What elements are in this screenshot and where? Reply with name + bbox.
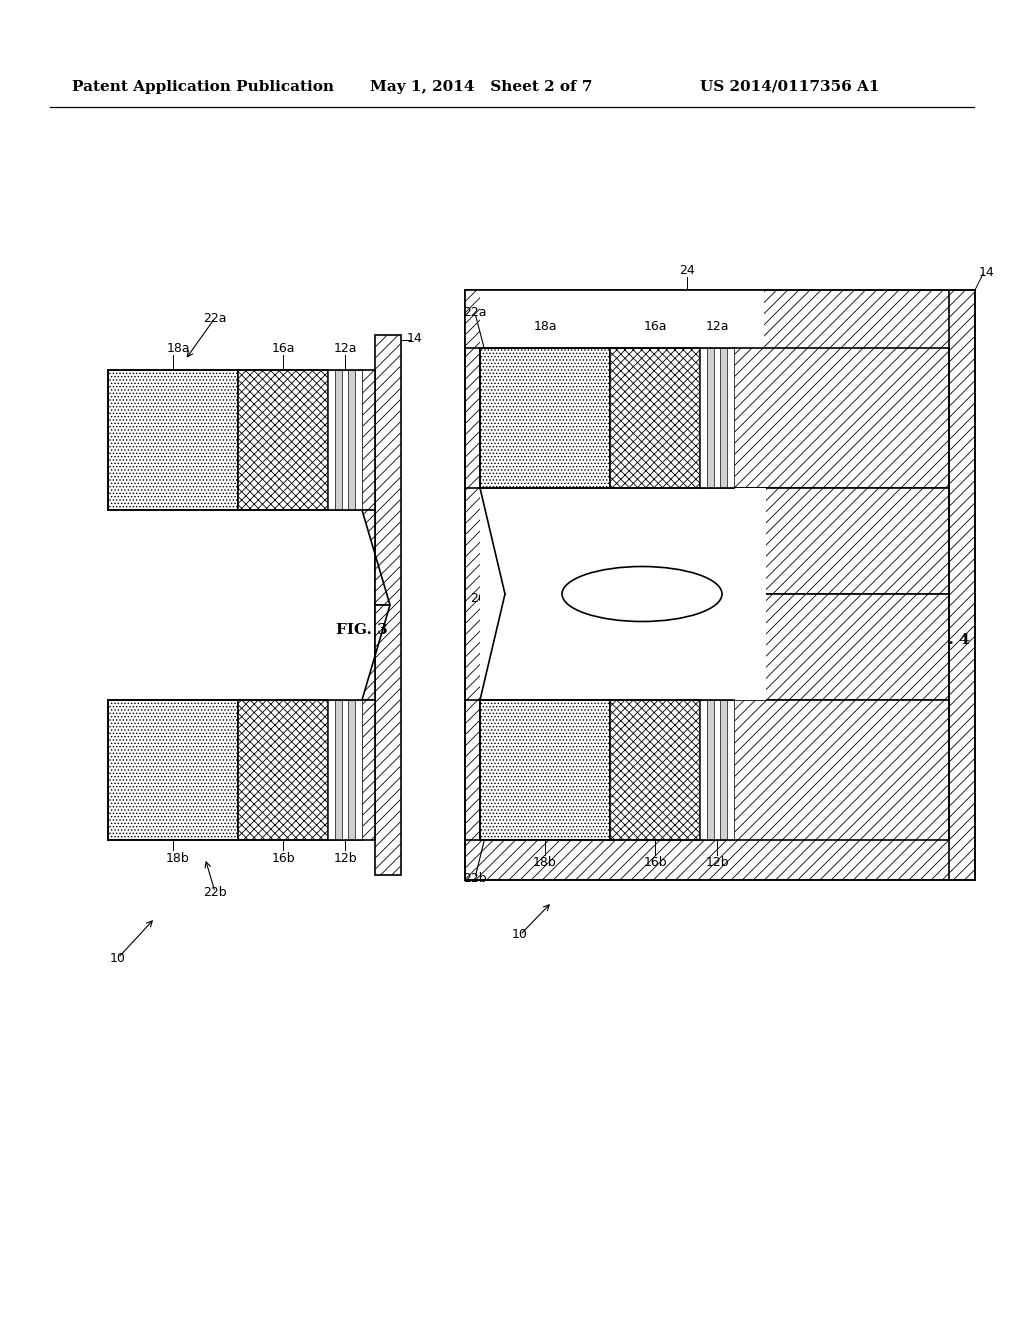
Bar xyxy=(727,700,734,840)
Bar xyxy=(721,700,727,840)
Bar xyxy=(700,348,707,488)
Bar xyxy=(721,348,727,488)
Text: FIG. 3: FIG. 3 xyxy=(336,623,388,638)
Bar xyxy=(707,700,714,840)
Bar xyxy=(355,370,362,510)
Bar xyxy=(480,348,610,488)
Text: 26: 26 xyxy=(470,593,485,606)
Text: 18b: 18b xyxy=(534,855,557,869)
Polygon shape xyxy=(734,488,949,594)
Polygon shape xyxy=(734,700,949,840)
Bar xyxy=(610,348,700,488)
Bar xyxy=(480,700,736,840)
Bar xyxy=(700,700,707,840)
Text: 14: 14 xyxy=(979,265,995,279)
Bar xyxy=(238,700,328,840)
Text: 14: 14 xyxy=(408,331,423,345)
Polygon shape xyxy=(362,370,375,510)
Bar xyxy=(348,370,355,510)
Text: 12b: 12b xyxy=(706,855,729,869)
Polygon shape xyxy=(362,510,390,605)
Bar xyxy=(707,348,714,488)
Bar xyxy=(480,488,764,700)
Text: FIG. 4: FIG. 4 xyxy=(919,634,970,647)
Text: 16b: 16b xyxy=(643,855,667,869)
Text: 12a: 12a xyxy=(706,319,729,333)
Text: 12a: 12a xyxy=(333,342,356,355)
Text: 22a: 22a xyxy=(463,306,486,319)
Text: 22b: 22b xyxy=(463,871,486,884)
Text: US 2014/0117356 A1: US 2014/0117356 A1 xyxy=(700,81,880,94)
Bar xyxy=(348,700,355,840)
Bar xyxy=(480,348,736,488)
Text: 16a: 16a xyxy=(643,319,667,333)
Bar xyxy=(480,700,610,840)
Bar xyxy=(714,700,721,840)
Text: 24: 24 xyxy=(679,264,695,276)
Polygon shape xyxy=(362,605,390,700)
Bar xyxy=(480,488,766,700)
Bar xyxy=(335,700,342,840)
Text: 18b: 18b xyxy=(166,851,189,865)
Bar xyxy=(480,290,764,348)
Bar xyxy=(610,700,700,840)
Ellipse shape xyxy=(562,566,722,622)
Bar xyxy=(727,348,734,488)
Bar xyxy=(108,700,238,840)
Bar xyxy=(328,370,335,510)
Bar xyxy=(238,370,328,510)
Text: Patent Application Publication: Patent Application Publication xyxy=(72,81,334,94)
Polygon shape xyxy=(734,348,949,488)
Bar xyxy=(375,335,401,875)
Bar xyxy=(335,370,342,510)
Text: 10: 10 xyxy=(110,952,126,965)
Text: 10: 10 xyxy=(512,928,528,941)
Text: 22b: 22b xyxy=(203,886,226,899)
Polygon shape xyxy=(734,594,949,700)
Polygon shape xyxy=(362,700,375,840)
Text: 22a: 22a xyxy=(203,312,226,325)
Bar xyxy=(714,348,721,488)
Text: 18a: 18a xyxy=(166,342,189,355)
Text: 16a: 16a xyxy=(271,342,295,355)
Polygon shape xyxy=(465,290,480,348)
Text: 12b: 12b xyxy=(333,851,356,865)
Bar xyxy=(355,700,362,840)
Text: 18a: 18a xyxy=(534,319,557,333)
Bar xyxy=(108,370,238,510)
Bar xyxy=(342,700,348,840)
Bar xyxy=(465,290,975,880)
Text: 16b: 16b xyxy=(271,851,295,865)
Bar xyxy=(328,700,335,840)
Text: May 1, 2014   Sheet 2 of 7: May 1, 2014 Sheet 2 of 7 xyxy=(370,81,593,94)
Bar xyxy=(342,370,348,510)
